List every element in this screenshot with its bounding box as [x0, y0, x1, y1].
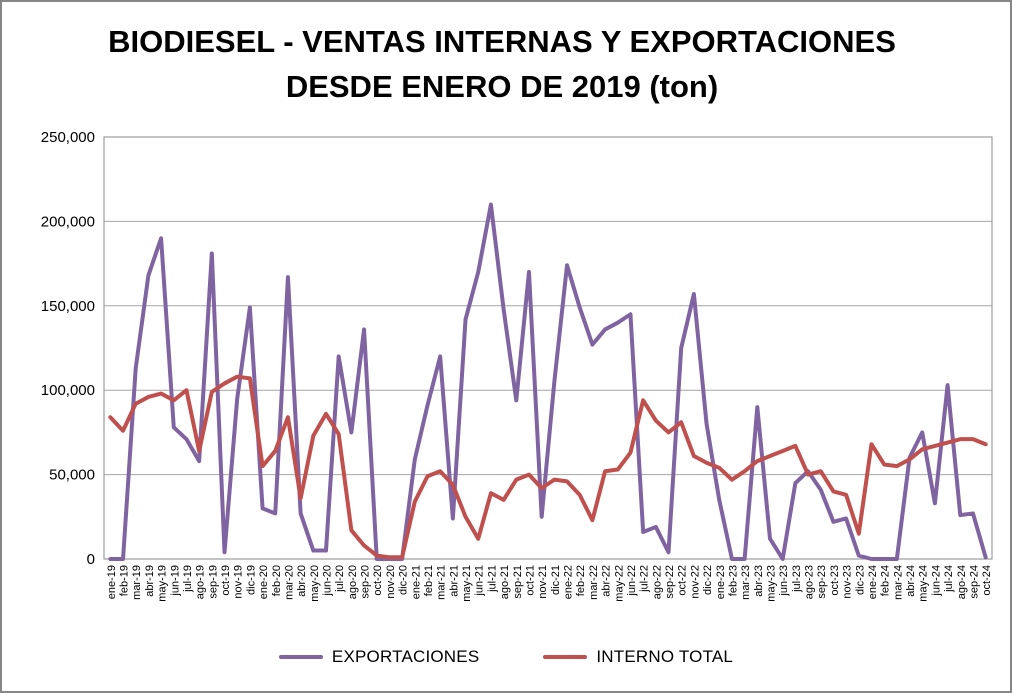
x-axis-label: feb-19	[119, 565, 131, 596]
x-axis-label: jul-20	[334, 565, 346, 593]
x-axis-label: dic-20	[398, 565, 410, 595]
x-axis-label: jun-24	[930, 565, 942, 597]
exportaciones-line	[108, 202, 988, 561]
x-axis-label: jun-23	[778, 565, 790, 597]
x-axis-label: oct-23	[829, 565, 841, 596]
x-axis-label: ene-23	[715, 565, 727, 599]
x-axis-label: sep-21	[512, 565, 524, 599]
x-axis-label: jun-21	[474, 565, 486, 597]
x-axis-label: nov-19	[233, 565, 245, 599]
x-axis-label: mar-24	[892, 565, 904, 600]
x-axis-label: ago-20	[347, 565, 359, 599]
x-axis-label: abr-22	[601, 565, 613, 597]
x-axis-label: ago-22	[651, 565, 663, 599]
x-axis-label: oct-22	[677, 565, 689, 596]
chart-title-line1: BIODIESEL - VENTAS INTERNAS Y EXPORTACIO…	[108, 24, 896, 59]
x-axis-label: mar-22	[588, 565, 600, 600]
x-axis-label: jun-19	[169, 565, 181, 597]
y-axis-label: 250,000	[41, 129, 95, 146]
interno-total-line	[108, 374, 988, 560]
gridlines	[104, 136, 992, 476]
x-axis-label: may-19	[157, 565, 169, 602]
x-axis-label: sep-23	[816, 565, 828, 599]
x-axis-label: jun-20	[322, 565, 334, 597]
x-axis-label: may-20	[309, 565, 321, 602]
x-axis-label: abr-19	[144, 565, 156, 597]
x-axis-label: nov-23	[842, 565, 854, 599]
x-axis-label: may-23	[766, 565, 778, 602]
interno-total-line-swatch	[543, 655, 588, 659]
x-axis-label: dic-22	[702, 565, 714, 595]
x-axis-label: abr-23	[753, 565, 765, 597]
x-axis-label: ene-21	[410, 565, 422, 599]
x-axis-label: sep-20	[360, 565, 372, 599]
x-axis-label: jul-24	[943, 565, 955, 593]
x-axis-label: jun-22	[626, 565, 638, 597]
x-axis-label: ene-22	[563, 565, 575, 599]
x-axis-label: jul-19	[182, 565, 194, 593]
series-lines	[108, 202, 988, 561]
y-axis-label: 0	[87, 551, 95, 568]
x-axis-label: sep-22	[664, 565, 676, 599]
x-axis-label: mar-23	[740, 565, 752, 600]
x-axis-label: sep-24	[968, 565, 980, 599]
x-axis-label: may-22	[613, 565, 625, 602]
x-axis-label: ene-19	[106, 565, 118, 599]
x-axis-label: nov-21	[537, 565, 549, 599]
x-axis-label: abr-24	[905, 565, 917, 597]
x-axis-label: may-21	[461, 565, 473, 602]
x-axis-label: jul-22	[639, 565, 651, 593]
x-axis-label: may-24	[918, 565, 930, 602]
x-axis-label: jul-21	[486, 565, 498, 593]
x-axis-label: nov-20	[385, 565, 397, 599]
x-axis-label: abr-21	[448, 565, 460, 597]
x-axis-label: ene-20	[258, 565, 270, 599]
x-axis-label: oct-24	[981, 565, 993, 596]
x-axis-label: mar-19	[131, 565, 143, 600]
chart-title-line2: DESDE ENERO DE 2019 (ton)	[286, 69, 718, 104]
x-axis-label: feb-20	[271, 565, 283, 596]
y-axis-label: 150,000	[41, 298, 95, 315]
x-axis-label: sep-19	[207, 565, 219, 599]
x-axis-label: ago-19	[195, 565, 207, 599]
y-axis-label: 200,000	[41, 213, 95, 230]
legend-item-interno-total: INTERNO TOTAL	[543, 647, 733, 667]
x-axis-label: ene-24	[867, 565, 879, 599]
x-axis-label: mar-21	[436, 565, 448, 600]
x-axis-label: dic-21	[550, 565, 562, 595]
x-axis-label: dic-23	[854, 565, 866, 595]
x-axis-label: jul-23	[791, 565, 803, 593]
exportaciones-line-swatch	[278, 655, 323, 659]
plot-area	[103, 136, 993, 560]
x-axis-label: feb-24	[880, 565, 892, 596]
x-axis-label: feb-23	[727, 565, 739, 596]
legend-item-exportaciones: EXPORTACIONES	[278, 647, 480, 667]
x-axis-label: ago-21	[499, 565, 511, 599]
x-axis-label: oct-20	[372, 565, 384, 596]
x-axis-label: feb-21	[423, 565, 435, 596]
x-axis-label: abr-20	[296, 565, 308, 597]
x-axis-label: dic-19	[245, 565, 257, 595]
y-axis: 0 50,000 100,000 150,000 200,000 250,000	[41, 129, 95, 568]
y-axis-label: 100,000	[41, 382, 95, 399]
y-axis-label: 50,000	[49, 467, 95, 484]
x-axis-label: nov-22	[689, 565, 701, 599]
x-axis: ene-19 feb-19 mar-19 abr-19 may-19 jun-19 jul-…	[106, 565, 993, 602]
legend-label-exportaciones: EXPORTACIONES	[331, 647, 480, 666]
x-axis-label: oct-19	[220, 565, 232, 596]
x-axis-label: ago-24	[956, 565, 968, 599]
legend: EXPORTACIONES INTERNO TOTAL	[2, 647, 1010, 667]
x-axis-label: oct-21	[524, 565, 536, 596]
x-axis-label: feb-22	[575, 565, 587, 596]
x-axis-label: mar-20	[283, 565, 295, 600]
legend-label-interno-total: INTERNO TOTAL	[596, 647, 734, 666]
x-axis-label: ago-23	[804, 565, 816, 599]
